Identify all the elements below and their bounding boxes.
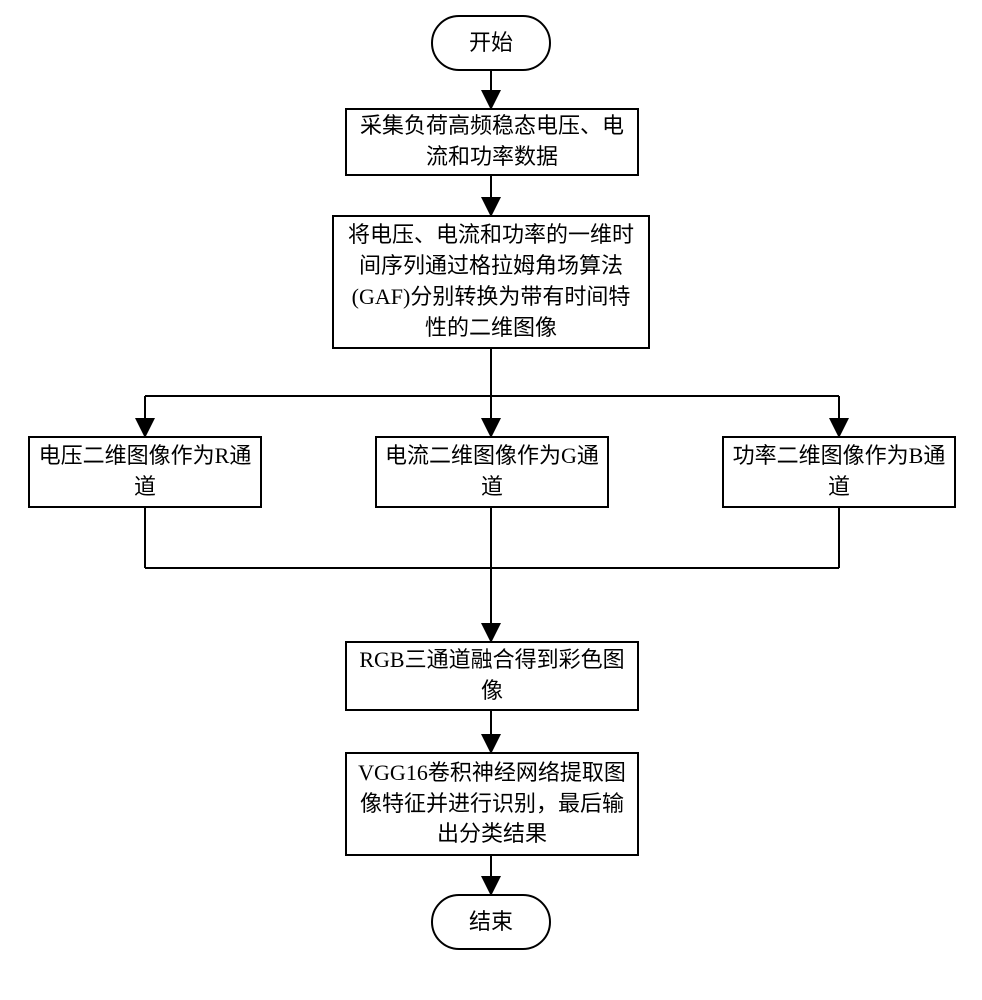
node-vgg: VGG16卷积神经网络提取图像特征并进行识别，最后输出分类结果 bbox=[345, 752, 639, 856]
node-collect: 采集负荷高频稳态电压、电流和功率数据 bbox=[345, 108, 639, 176]
node-rchannel: 电压二维图像作为R通道 bbox=[28, 436, 262, 508]
node-start-label: 开始 bbox=[469, 28, 513, 59]
node-gaf: 将电压、电流和功率的一维时间序列通过格拉姆角场算法(GAF)分别转换为带有时间特… bbox=[332, 215, 650, 349]
node-end-label: 结束 bbox=[469, 907, 513, 938]
node-collect-label: 采集负荷高频稳态电压、电流和功率数据 bbox=[355, 111, 629, 173]
node-rgb: RGB三通道融合得到彩色图像 bbox=[345, 641, 639, 711]
node-bchannel: 功率二维图像作为B通道 bbox=[722, 436, 956, 508]
node-rgb-label: RGB三通道融合得到彩色图像 bbox=[355, 645, 629, 707]
node-rchannel-label: 电压二维图像作为R通道 bbox=[38, 441, 252, 503]
node-end: 结束 bbox=[431, 894, 551, 950]
node-gchannel-label: 电流二维图像作为G通道 bbox=[385, 441, 599, 503]
node-gaf-label: 将电压、电流和功率的一维时间序列通过格拉姆角场算法(GAF)分别转换为带有时间特… bbox=[342, 220, 640, 343]
node-start: 开始 bbox=[431, 15, 551, 71]
node-gchannel: 电流二维图像作为G通道 bbox=[375, 436, 609, 508]
node-vgg-label: VGG16卷积神经网络提取图像特征并进行识别，最后输出分类结果 bbox=[355, 758, 629, 850]
node-bchannel-label: 功率二维图像作为B通道 bbox=[732, 441, 946, 503]
